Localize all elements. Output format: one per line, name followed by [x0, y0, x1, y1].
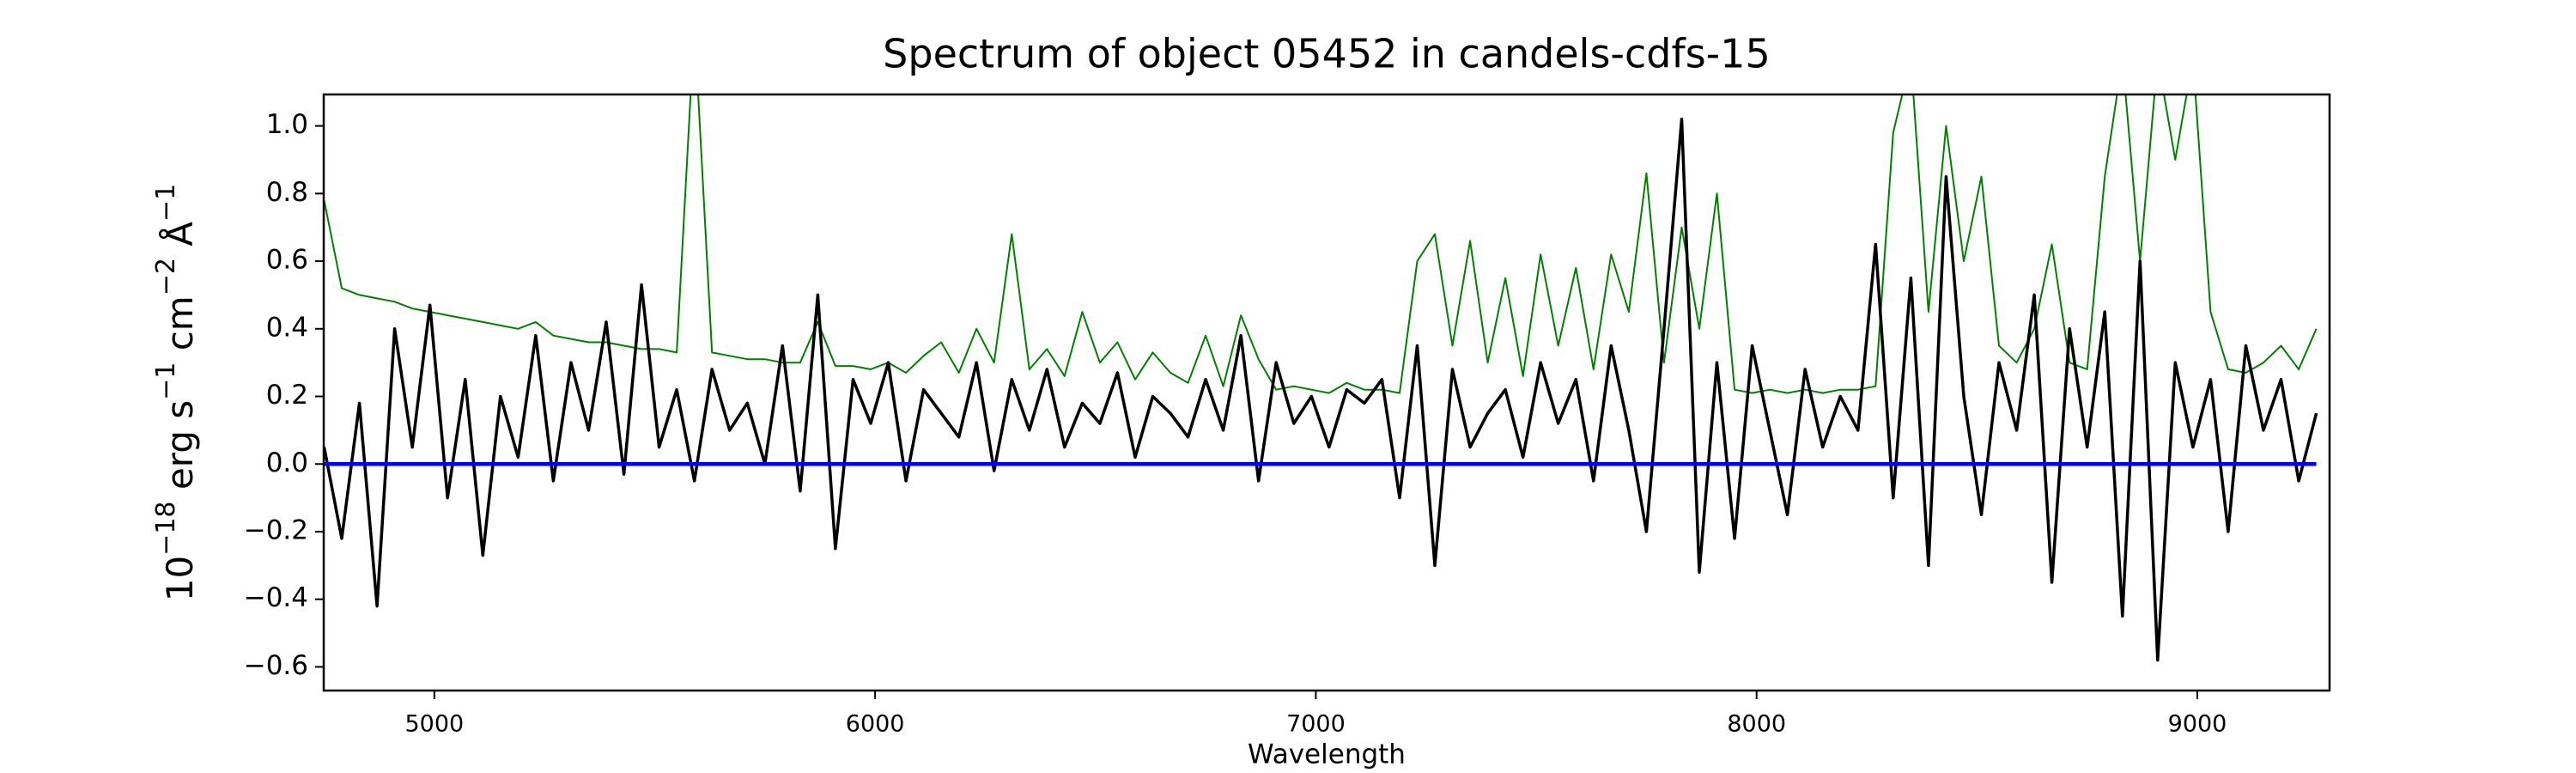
y-tick-label: −0.6 — [244, 650, 308, 681]
x-tick-label: 5000 — [404, 711, 464, 738]
y-label-part: erg s — [159, 400, 201, 502]
y-label-exponent: −18 — [151, 502, 181, 556]
y-axis-label: 10−18 erg s−1 cm−2 Å−1 — [151, 184, 201, 602]
x-tick-label: 8000 — [1727, 711, 1786, 738]
plot-area — [324, 94, 2318, 662]
plot-frame — [322, 93, 2331, 692]
y-tick-label: 0.2 — [266, 380, 308, 411]
series-line — [324, 94, 2318, 394]
y-tick-label: 0.8 — [266, 177, 308, 208]
y-label-exponent: −2 — [151, 258, 181, 295]
y-label-part: cm — [159, 295, 201, 362]
series-line — [324, 117, 2318, 662]
y-tick-label: 0.0 — [266, 447, 308, 478]
y-tick-label: −0.4 — [244, 582, 308, 613]
y-label-exponent: −1 — [151, 184, 181, 222]
chart-title: Spectrum of object 05452 in candels-cdfs… — [883, 31, 1771, 77]
x-tick-label: 7000 — [1286, 711, 1346, 738]
x-axis-label: Wavelength — [1248, 740, 1406, 770]
y-tick-label: 1.0 — [266, 109, 308, 140]
x-tick-label: 9000 — [2168, 711, 2227, 738]
y-tick-label: 0.6 — [266, 245, 308, 276]
y-tick-label: 0.4 — [266, 312, 308, 343]
y-label-part: 10 — [159, 556, 201, 601]
y-tick-label: −0.2 — [244, 514, 308, 545]
x-tick-label: 6000 — [846, 711, 905, 738]
y-label-part: Å — [158, 222, 201, 258]
y-label-exponent: −1 — [151, 362, 181, 400]
